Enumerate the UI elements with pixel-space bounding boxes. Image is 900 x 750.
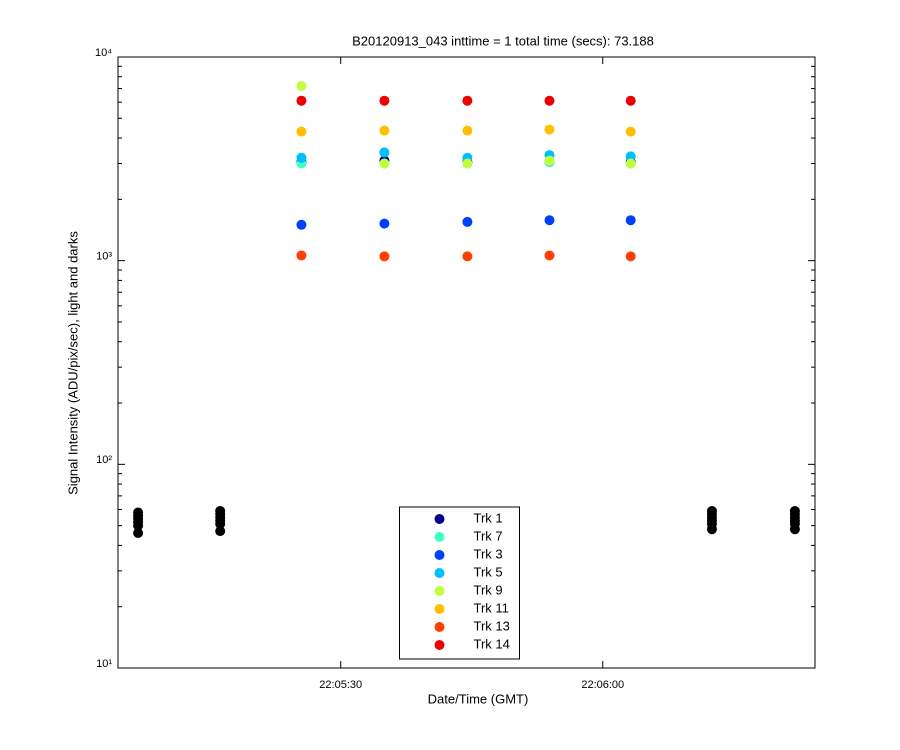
y-tick-label: 10³ — [96, 251, 112, 263]
point — [789, 506, 800, 517]
legend-marker — [434, 514, 445, 524]
y-tick-label: 10² — [96, 454, 112, 466]
legend-label: Trk 5 — [474, 564, 503, 579]
point — [625, 215, 636, 226]
point — [379, 125, 390, 136]
legend-label: Trk 9 — [474, 582, 503, 597]
legend-marker — [434, 550, 445, 560]
legend-box — [399, 506, 520, 660]
point — [296, 95, 307, 106]
point — [544, 215, 555, 226]
legend-label: Trk 14 — [474, 636, 510, 651]
point — [133, 507, 144, 518]
point — [379, 158, 390, 169]
point — [296, 219, 307, 230]
y-tick-label: 10¹ — [96, 658, 112, 670]
legend-marker — [434, 604, 445, 614]
chart-title: B20120913_043 inttime = 1 total time (se… — [352, 33, 654, 48]
legend-label: Trk 3 — [474, 546, 503, 561]
point — [544, 124, 555, 135]
point — [379, 251, 390, 262]
legend-marker — [434, 532, 445, 542]
point — [544, 95, 555, 106]
point — [544, 155, 555, 166]
legend-marker — [434, 622, 445, 632]
point — [625, 158, 636, 169]
point — [215, 506, 226, 517]
point — [462, 216, 473, 227]
x-tick-label: 22:05:30 — [319, 679, 362, 691]
point — [462, 95, 473, 106]
legend-marker — [434, 640, 445, 650]
point — [625, 151, 636, 162]
point — [462, 251, 473, 262]
point — [625, 126, 636, 137]
point — [462, 125, 473, 136]
point — [544, 250, 555, 261]
y-axis-label: Signal Intensity (ADU/pix/sec), light an… — [65, 231, 80, 495]
plot-frame — [117, 56, 816, 669]
point — [379, 218, 390, 229]
x-axis-label: Date/Time (GMT) — [428, 691, 529, 706]
point — [379, 95, 390, 106]
point — [625, 251, 636, 262]
legend-label: Trk 13 — [474, 618, 510, 633]
point — [296, 152, 307, 163]
point — [296, 81, 307, 92]
legend-label: Trk 1 — [474, 510, 503, 525]
point — [625, 95, 636, 106]
point — [133, 528, 144, 539]
y-tick-label: 10⁴ — [95, 47, 112, 59]
x-tick-label: 22:06:00 — [581, 679, 624, 691]
point — [296, 250, 307, 261]
legend-marker — [434, 586, 445, 596]
point — [706, 506, 717, 517]
point — [462, 158, 473, 169]
legend-label: Trk 7 — [474, 528, 503, 543]
legend-label: Trk 11 — [474, 600, 509, 615]
point — [296, 126, 307, 137]
point — [215, 526, 226, 537]
legend-marker — [434, 568, 445, 578]
point — [379, 147, 390, 158]
